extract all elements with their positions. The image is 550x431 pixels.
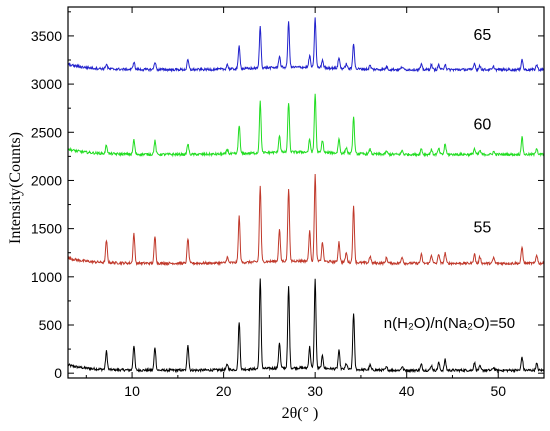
y-tick-label-7: 3500 [31, 28, 62, 44]
series-line-2 [68, 93, 544, 158]
x-tick-label-1: 20 [216, 383, 232, 399]
plot-frame [67, 6, 545, 379]
series-label-1: 55 [474, 219, 492, 236]
y-tick-label-0: 0 [54, 365, 62, 381]
y-tick-label-5: 2500 [31, 124, 62, 140]
series-line-3 [68, 17, 544, 73]
y-tick-label-4: 2000 [31, 172, 62, 188]
y-tick-label-3: 1500 [31, 221, 62, 237]
y-tick-label-2: 1000 [31, 269, 62, 285]
x-axis-title: 2θ(° ) [282, 405, 319, 422]
series-label-3: 65 [474, 27, 492, 44]
series-layer [68, 17, 544, 374]
series-label-0: n(H₂O)/n(Na₂O)=50 [384, 315, 515, 332]
y-tick-label-1: 500 [39, 317, 63, 333]
x-tick-label-2: 30 [307, 383, 323, 399]
y-tick-label-6: 3000 [31, 76, 62, 92]
series-line-0 [68, 278, 544, 374]
y-axis-title: Intensity(Counts) [7, 132, 24, 244]
labels: n(H₂O)/n(Na₂O)=50 55 60 65 [384, 27, 515, 332]
series-label-2: 60 [474, 116, 492, 133]
x-tick-label-0: 10 [124, 383, 140, 399]
series-line-1 [68, 173, 544, 267]
x-tick-label-3: 40 [399, 383, 415, 399]
x-tick-label-4: 50 [490, 383, 506, 399]
